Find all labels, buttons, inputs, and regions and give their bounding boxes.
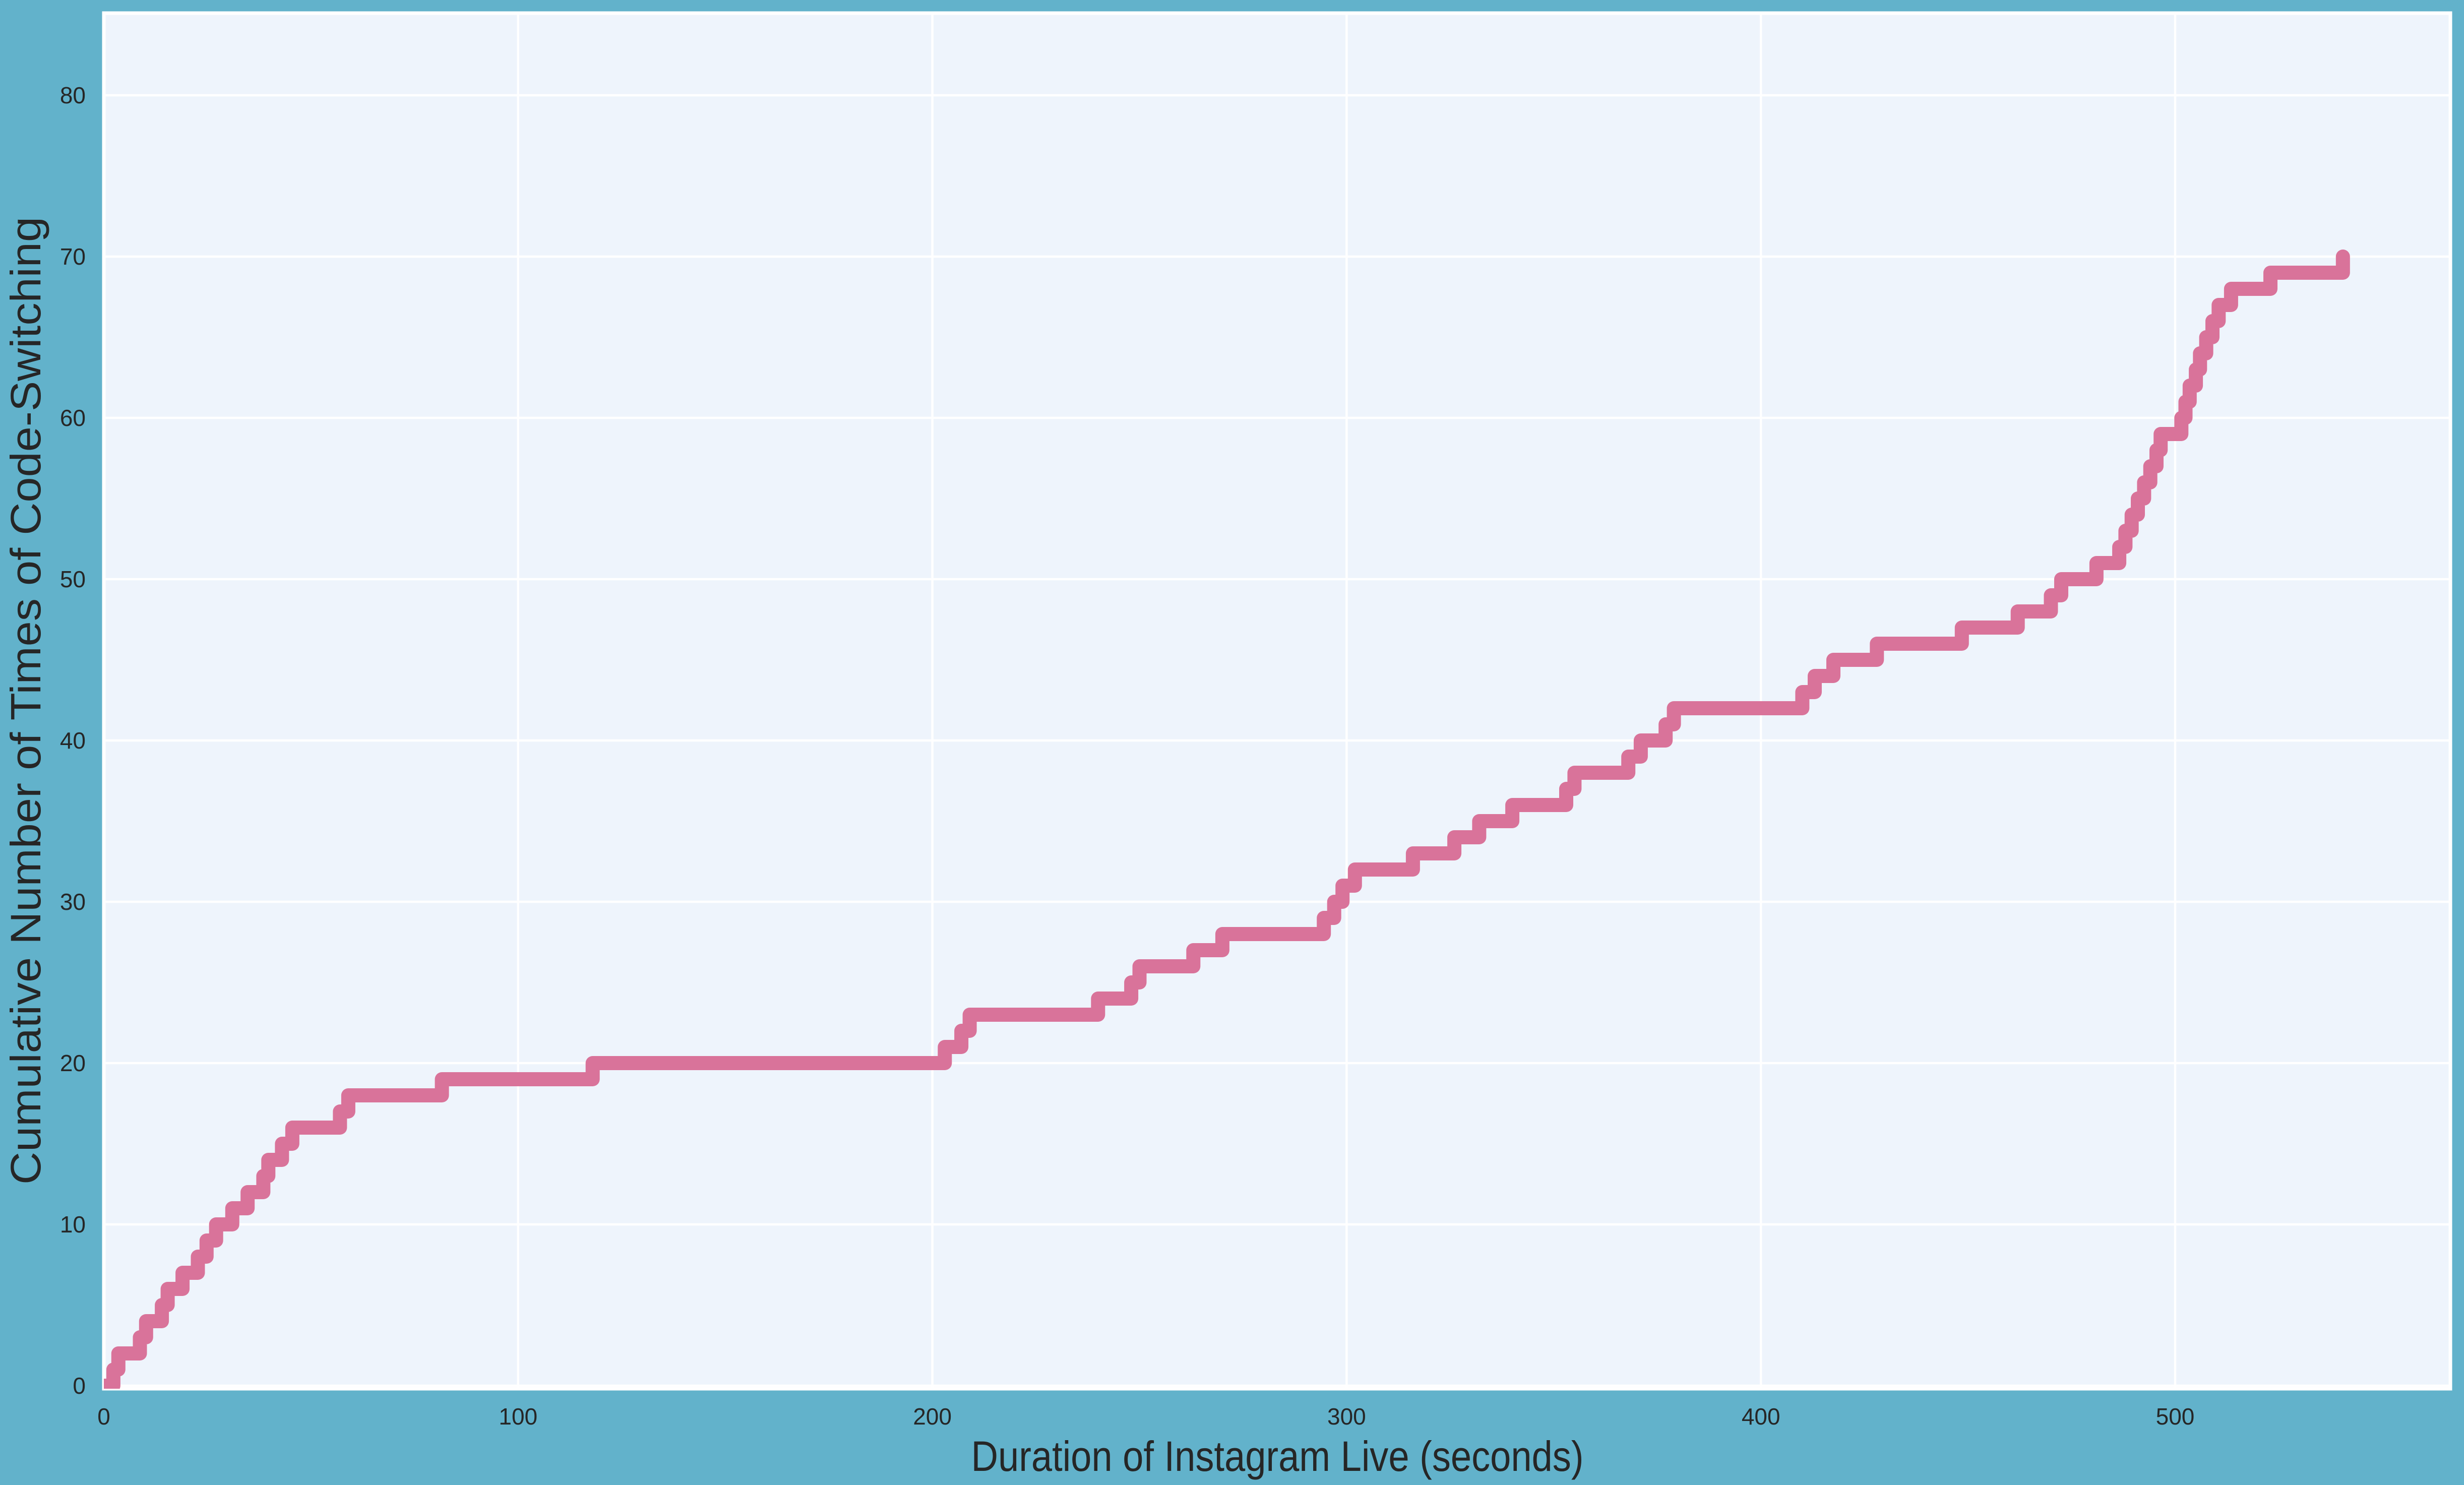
x-tick-label: 200 [913,1403,952,1430]
y-tick-label: 10 [60,1211,86,1237]
y-tick-label: 20 [60,1050,86,1076]
x-tick-label: 500 [2156,1403,2195,1430]
x-tick-label: 400 [1742,1403,1780,1430]
y-tick-label: 80 [60,82,86,108]
step-line [104,250,2350,1389]
plot-border [102,11,2452,1391]
y-tick-label: 70 [60,243,86,270]
y-tick-label: 30 [60,889,86,915]
y-tick-label: 50 [60,566,86,592]
x-tick-label: 300 [1327,1403,1366,1430]
x-tick-label: 100 [499,1403,537,1430]
y-tick-label: 40 [60,727,86,754]
y-tick-label: 60 [60,405,86,431]
gridlines [102,13,2450,1389]
tick-labels: 0 100 200 300 400 500 0 10 20 30 40 50 60 70 80 [60,82,2195,1430]
x-tick-label: 0 [97,1403,110,1430]
plot-area [104,13,2450,1389]
x-axis-label: Duration of Instagram Live (seconds) [971,1433,1584,1480]
y-tick-label: 0 [73,1373,86,1399]
y-axis-label: Cumulative Number of Times of Code-Switc… [2,217,49,1185]
